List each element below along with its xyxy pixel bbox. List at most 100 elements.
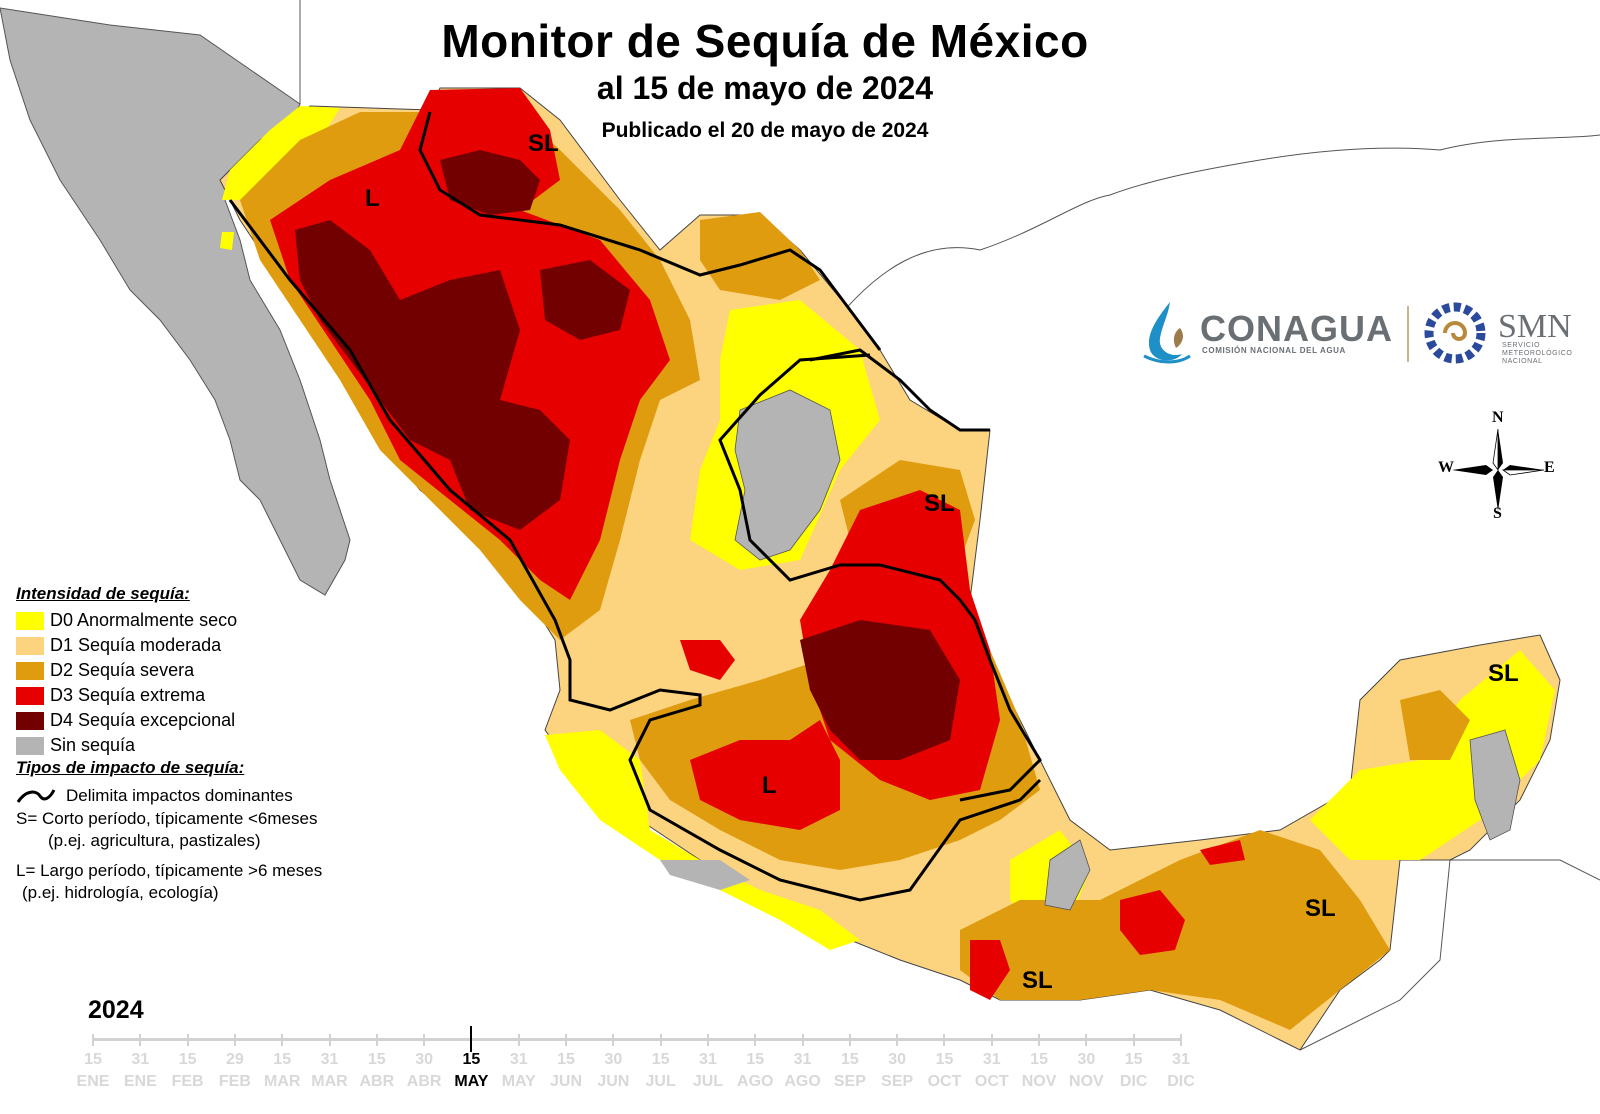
d0-sonora-coast: [222, 106, 340, 200]
d4-sonora-sinaloa: [295, 220, 570, 530]
timeline-tick-label: 15 NOV: [1021, 1051, 1057, 1090]
impact-label-sl-chihuahua: SL: [528, 130, 559, 157]
legend-item-label: D0 Anormalmente seco: [50, 610, 238, 630]
impact-line-sierra: [228, 199, 1042, 902]
compass-rose: N S W E: [1438, 409, 1558, 525]
nosequia-coahuila: [734, 389, 841, 561]
timeline-tick: [1180, 1034, 1182, 1046]
guatemala-outline: [1299, 859, 1600, 1051]
legend-impact-title: Tipos de impacto de sequía:: [16, 758, 245, 777]
compass-e: E: [1544, 459, 1555, 476]
timeline-tick: [612, 1034, 615, 1046]
d4-chihuahua-central: [540, 260, 630, 340]
timeline-year: 2024: [88, 996, 144, 1024]
d4-chihuahua-north: [440, 150, 540, 215]
nosequia-guerrero-coast: [660, 860, 750, 890]
compass-star-icon: [1452, 428, 1545, 511]
d3-jalisco: [680, 640, 735, 680]
legend-short-term-example: (p.ej. agricultura, pastizales): [48, 831, 261, 850]
conagua-logo-subtext: COMISIÓN NACIONAL DEL AGUA: [1202, 346, 1346, 355]
legend-swatch: [16, 711, 44, 730]
legend-long-term: L= Largo período, típicamente >6 meses (…: [16, 860, 436, 904]
d4-center: [800, 620, 960, 760]
legend-swatch: [16, 636, 44, 655]
impact-line-icon: [16, 789, 56, 803]
timeline-tick: [233, 1034, 236, 1046]
impact-label-sl-tamaulipas: SL: [924, 490, 955, 517]
impact-label-l-sonora: L: [365, 185, 380, 212]
timeline-tick: [1132, 1034, 1135, 1046]
impact-line-coahuila: [809, 348, 990, 432]
timeline-tick-label: 31 OCT: [974, 1051, 1009, 1090]
legend-item-label: D1 Sequía moderada: [50, 635, 222, 655]
timeline-tick-label: 15 AGO: [737, 1051, 774, 1090]
legend-short-term: S= Corto período, típicamente <6meses (p…: [16, 808, 436, 852]
timeline-tick-label: 15 MAR: [263, 1051, 301, 1090]
timeline-current-marker: [470, 1026, 473, 1052]
legend-long-term-example: (p.ej. hidrología, ecología): [22, 883, 219, 902]
baja-d0-north: [220, 232, 234, 250]
legend-item-label: D2 Sequía severa: [50, 660, 195, 680]
d2-north-east: [700, 212, 820, 300]
legend-intensity-title: Intensidad de sequía:: [16, 584, 190, 603]
d3-oaxaca: [970, 940, 1010, 1000]
d3-center-west: [690, 720, 840, 830]
conagua-logo-text: CONAGUA: [1200, 308, 1393, 349]
timeline-tick: [706, 1034, 709, 1046]
smn-logo-text: SMN: [1498, 308, 1572, 345]
timeline-tick: [848, 1034, 851, 1046]
timeline-tick-label: 15 ENE: [76, 1051, 110, 1090]
timeline-tick-label: 31 MAY: [501, 1051, 536, 1090]
impact-label-sl-chiapas: SL: [1305, 895, 1336, 922]
timeline-tick-label: 15 JUN: [550, 1051, 583, 1090]
impact-line-center: [959, 619, 1042, 802]
timeline-tick: [1085, 1034, 1088, 1046]
timeline-tick-label: 31 MAR: [311, 1051, 348, 1090]
legend-item-d2: D2 Sequía severa: [16, 658, 436, 683]
timeline-tick-label: 15 OCT: [927, 1051, 962, 1090]
legend-impact-line-label: Delimita impactos dominantes: [66, 786, 293, 805]
timeline-tick: [754, 1034, 757, 1046]
timeline-tick-label: 30 ABR: [406, 1051, 442, 1090]
timeline-tick-label: 31 AGO: [784, 1051, 821, 1090]
publication-date: Publicado el 20 de mayo de 2024: [601, 119, 929, 142]
map-title: Monitor de Sequía de México: [441, 15, 1089, 67]
legend-item-label: D3 Sequía extrema: [50, 685, 206, 705]
timeline-tick-label: 30 SEP: [881, 1051, 914, 1090]
compass-w: W: [1438, 459, 1454, 476]
legend-long-term-text: L= Largo período, típicamente >6 meses: [16, 861, 323, 880]
timeline-tick: [328, 1034, 331, 1046]
impact-line-loop: [718, 353, 977, 621]
legend-swatch: [16, 736, 44, 755]
timeline-tick-label: 30 JUN: [597, 1051, 630, 1090]
agency-logos: CONAGUA COMISIÓN NACIONAL DEL AGUA SMN S…: [1140, 298, 1580, 370]
legend-swatch: [16, 611, 44, 630]
smn-logo-subtext: SERVICIO METEOROLÓGICO NACIONAL: [1502, 342, 1573, 365]
timeline-tick: [139, 1034, 142, 1046]
timeline-tick-label: 31 JUL: [692, 1051, 724, 1090]
timeline-axis: [93, 1038, 1181, 1041]
impact-boundaries: [228, 111, 1042, 902]
legend-swatch: [16, 686, 44, 705]
timeline-tick-label: 29 FEB: [218, 1051, 251, 1090]
timeline-tick: [186, 1034, 189, 1046]
impact-label-sl-oaxaca: SL: [1022, 967, 1053, 994]
timeline-tick: [1038, 1034, 1041, 1046]
legend-item-d1: D1 Sequía moderada: [16, 633, 436, 658]
impact-label-l-center: L: [762, 772, 777, 799]
timeline-tick-label: 31 DIC: [1167, 1051, 1195, 1090]
d2-yucatan: [1400, 690, 1470, 760]
timeline-tick-label: 31 ENE: [123, 1051, 157, 1090]
smn-spiral-icon: [1424, 302, 1486, 364]
compass-n: N: [1492, 409, 1504, 426]
logo-divider: [1407, 306, 1409, 362]
compass-s: S: [1493, 505, 1502, 522]
d0-pacific-coast: [545, 730, 860, 950]
timeline-current-label: 15 MAY: [454, 1051, 489, 1090]
timeline-tick: [517, 1034, 520, 1046]
timeline-tick: [990, 1034, 993, 1046]
d3-chiapas: [1120, 890, 1185, 955]
impact-line-north: [418, 111, 882, 351]
legend-item-none: Sin sequía: [16, 733, 436, 758]
